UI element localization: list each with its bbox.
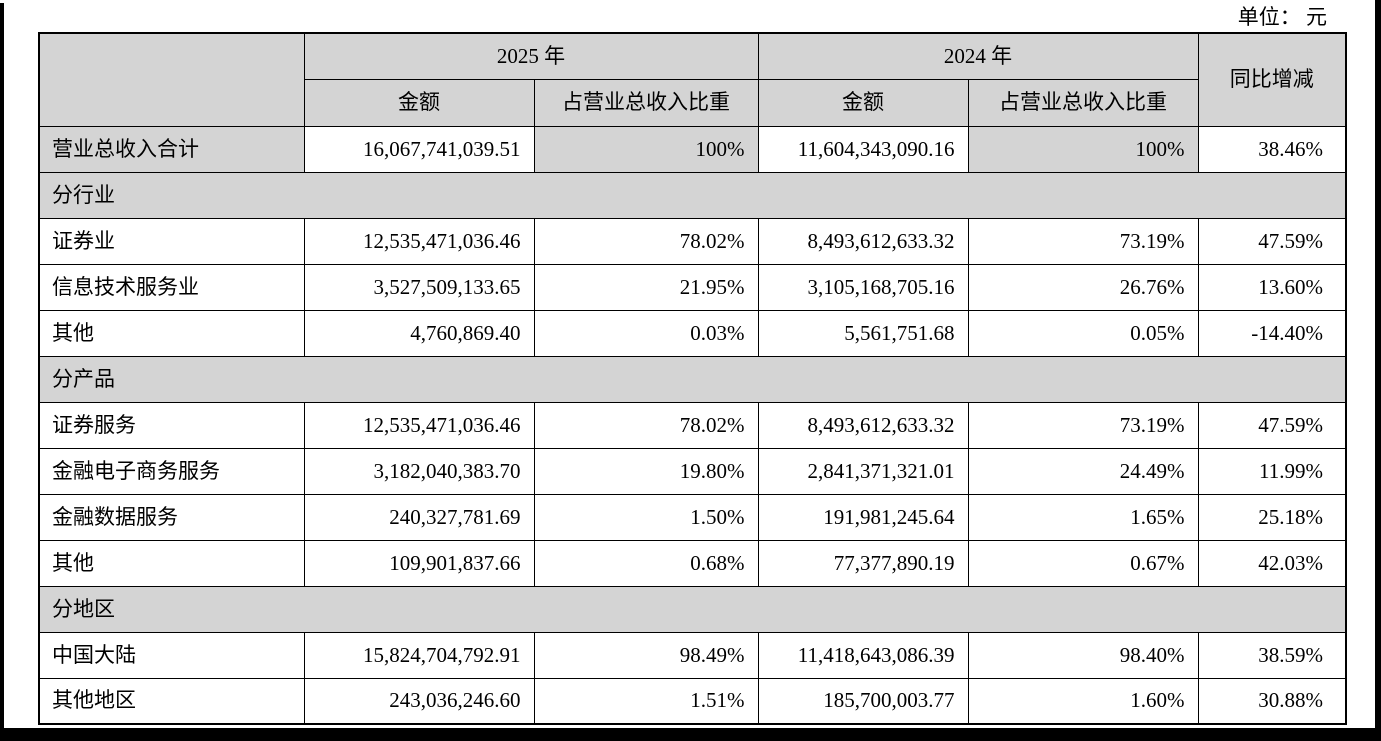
amount-2024-cell: 2,841,371,321.01 xyxy=(757,447,969,495)
yoy-cell: 30.88% xyxy=(1197,677,1347,725)
unit-label: 单位： 元 xyxy=(1237,5,1327,29)
share-2025-cell: 100% xyxy=(533,125,759,173)
share-2024-header: 占营业总收入比重 xyxy=(967,78,1199,127)
label-cell: 营业总收入合计 xyxy=(38,125,305,173)
page-edge-right xyxy=(1375,0,1381,741)
amount-2025-cell: 15,824,704,792.91 xyxy=(303,631,535,679)
table-row: 金融数据服务 240,327,781.69 1.50% 191,981,245.… xyxy=(38,493,1347,541)
label-cell: 证券服务 xyxy=(38,401,305,449)
amount-2024-cell: 5,561,751.68 xyxy=(757,309,969,357)
table-row: 信息技术服务业 3,527,509,133.65 21.95% 3,105,16… xyxy=(38,263,1347,311)
label-cell: 信息技术服务业 xyxy=(38,263,305,311)
share-2024-cell: 98.40% xyxy=(967,631,1199,679)
table-row: 证券业 12,535,471,036.46 78.02% 8,493,612,6… xyxy=(38,217,1347,265)
section-row: 分行业 xyxy=(38,171,1347,219)
yoy-cell: 25.18% xyxy=(1197,493,1347,541)
section-row: 分产品 xyxy=(38,355,1347,403)
amount-2024-cell: 11,604,343,090.16 xyxy=(757,125,969,173)
table-row: 其他 4,760,869.40 0.03% 5,561,751.68 0.05%… xyxy=(38,309,1347,357)
share-2024-cell: 0.67% xyxy=(967,539,1199,587)
share-2025-cell: 1.51% xyxy=(533,677,759,725)
yoy-cell: 38.46% xyxy=(1197,125,1347,173)
amount-2025-cell: 109,901,837.66 xyxy=(303,539,535,587)
share-2025-cell: 0.03% xyxy=(533,309,759,357)
label-cell: 金融数据服务 xyxy=(38,493,305,541)
amount-2024-cell: 191,981,245.64 xyxy=(757,493,969,541)
label-cell: 金融电子商务服务 xyxy=(38,447,305,495)
amount-2024-cell: 77,377,890.19 xyxy=(757,539,969,587)
share-2024-cell: 0.05% xyxy=(967,309,1199,357)
header-row-years: 2025 年 2024 年 同比增减 xyxy=(38,32,1347,127)
share-2025-cell: 0.68% xyxy=(533,539,759,587)
year-2024-header: 2024 年 xyxy=(757,32,1199,80)
amount-2024-cell: 8,493,612,633.32 xyxy=(757,217,969,265)
label-cell: 中国大陆 xyxy=(38,631,305,679)
amount-2025-cell: 240,327,781.69 xyxy=(303,493,535,541)
amount-2025-cell: 12,535,471,036.46 xyxy=(303,217,535,265)
yoy-cell: 11.99% xyxy=(1197,447,1347,495)
total-row: 营业总收入合计 16,067,741,039.51 100% 11,604,34… xyxy=(38,125,1347,173)
yoy-cell: 47.59% xyxy=(1197,401,1347,449)
yoy-cell: -14.40% xyxy=(1197,309,1347,357)
corner-cell xyxy=(38,32,305,127)
amount-2024-cell: 3,105,168,705.16 xyxy=(757,263,969,311)
amount-2025-cell: 16,067,741,039.51 xyxy=(303,125,535,173)
share-2025-cell: 78.02% xyxy=(533,217,759,265)
header-row-measures: 金额 占营业总收入比重 金额 占营业总收入比重 xyxy=(39,78,1346,127)
section-row: 分地区 xyxy=(38,585,1347,633)
section-title-cell: 分行业 xyxy=(38,171,1347,219)
amount-2025-cell: 243,036,246.60 xyxy=(303,677,535,725)
revenue-breakdown-table: 2025 年 2024 年 同比增减 金额 占营业总收入比重 金额 占营业总收入… xyxy=(38,32,1347,725)
amount-2025-cell: 3,527,509,133.65 xyxy=(303,263,535,311)
amount-2024-cell: 11,418,643,086.39 xyxy=(757,631,969,679)
section-title-cell: 分地区 xyxy=(38,585,1347,633)
table-row: 中国大陆 15,824,704,792.91 98.49% 11,418,643… xyxy=(38,631,1347,679)
amount-2025-cell: 4,760,869.40 xyxy=(303,309,535,357)
page-edge-left xyxy=(0,3,4,741)
share-2025-header: 占营业总收入比重 xyxy=(533,78,759,127)
section-title-cell: 分产品 xyxy=(38,355,1347,403)
share-2024-cell: 26.76% xyxy=(967,263,1199,311)
table-row: 证券服务 12,535,471,036.46 78.02% 8,493,612,… xyxy=(38,401,1347,449)
table-row: 其他地区 243,036,246.60 1.51% 185,700,003.77… xyxy=(38,677,1347,725)
share-2025-cell: 78.02% xyxy=(533,401,759,449)
amount-2025-cell: 12,535,471,036.46 xyxy=(303,401,535,449)
table-row: 金融电子商务服务 3,182,040,383.70 19.80% 2,841,3… xyxy=(38,447,1347,495)
share-2025-cell: 1.50% xyxy=(533,493,759,541)
amount-2025-header: 金额 xyxy=(303,78,535,127)
table-row: 其他 109,901,837.66 0.68% 77,377,890.19 0.… xyxy=(38,539,1347,587)
share-2024-cell: 1.60% xyxy=(967,677,1199,725)
label-cell: 其他 xyxy=(38,309,305,357)
share-2024-cell: 73.19% xyxy=(967,401,1199,449)
yoy-cell: 38.59% xyxy=(1197,631,1347,679)
share-2024-cell: 100% xyxy=(967,125,1199,173)
label-cell: 其他 xyxy=(38,539,305,587)
share-2025-cell: 19.80% xyxy=(533,447,759,495)
amount-2024-cell: 185,700,003.77 xyxy=(757,677,969,725)
share-2024-cell: 24.49% xyxy=(967,447,1199,495)
amount-2024-header: 金额 xyxy=(757,78,969,127)
yoy-cell: 47.59% xyxy=(1197,217,1347,265)
share-2024-cell: 1.65% xyxy=(967,493,1199,541)
share-2025-cell: 98.49% xyxy=(533,631,759,679)
yoy-cell: 13.60% xyxy=(1197,263,1347,311)
label-cell: 其他地区 xyxy=(38,677,305,725)
page-edge-bottom xyxy=(0,728,1381,741)
year-2025-header: 2025 年 xyxy=(303,32,759,80)
label-cell: 证券业 xyxy=(38,217,305,265)
share-2025-cell: 21.95% xyxy=(533,263,759,311)
yoy-cell: 42.03% xyxy=(1197,539,1347,587)
amount-2025-cell: 3,182,040,383.70 xyxy=(303,447,535,495)
amount-2024-cell: 8,493,612,633.32 xyxy=(757,401,969,449)
share-2024-cell: 73.19% xyxy=(967,217,1199,265)
yoy-header: 同比增减 xyxy=(1197,32,1347,127)
